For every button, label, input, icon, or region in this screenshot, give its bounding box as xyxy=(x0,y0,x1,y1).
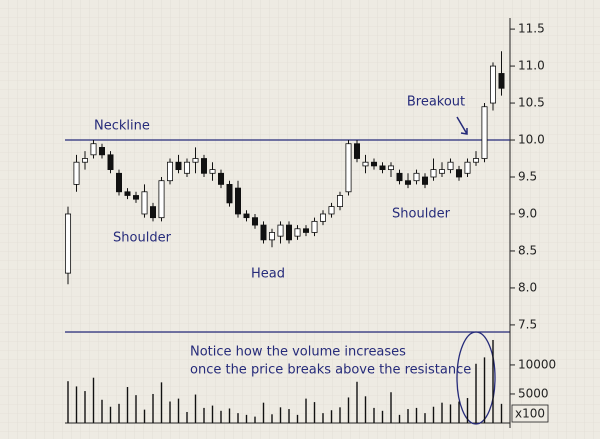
y-tick-label: 11.0 xyxy=(518,59,545,73)
volume-unit: x100 xyxy=(515,407,545,421)
candle-body xyxy=(336,195,343,207)
candle-body xyxy=(132,195,139,200)
candle-body xyxy=(175,161,182,171)
neckline-label: Neckline xyxy=(94,119,150,134)
candle-body xyxy=(234,187,241,215)
y-tick-label: 11.5 xyxy=(518,22,545,36)
y-tick-label: 8.0 xyxy=(518,280,537,294)
candle-body xyxy=(243,213,250,219)
candle-body xyxy=(149,206,156,219)
candle-body xyxy=(209,169,216,174)
annotation: Head xyxy=(251,267,285,282)
candle-body xyxy=(413,172,420,182)
y-tick-label: 9.0 xyxy=(518,206,537,220)
candle-body xyxy=(192,158,199,163)
candle-body xyxy=(277,224,284,237)
candle-body xyxy=(387,165,394,171)
candle-body xyxy=(107,154,114,171)
candle-body xyxy=(73,161,80,185)
candle-body xyxy=(370,161,377,167)
candle-body xyxy=(447,161,454,171)
candle-body xyxy=(311,220,318,233)
candle-body xyxy=(362,161,369,167)
candle-body xyxy=(124,191,131,196)
annotation: Shoulder xyxy=(113,231,172,246)
volume-tick-label: 5000 xyxy=(518,386,549,400)
candle-body xyxy=(353,143,360,159)
unit-box xyxy=(511,404,549,423)
y-tick-label: 7.5 xyxy=(518,317,537,331)
candle-body xyxy=(430,169,437,178)
note-line: once the price breaks above the resistan… xyxy=(190,363,471,378)
candle-body xyxy=(217,172,224,185)
candle-body xyxy=(82,158,89,163)
candle-body xyxy=(319,213,326,222)
candle-body xyxy=(285,224,292,241)
candle-body xyxy=(141,191,148,215)
note-line: Notice how the volume increases xyxy=(190,345,406,360)
candle-body xyxy=(302,228,309,233)
candle-body xyxy=(158,180,165,219)
candle-body xyxy=(328,206,335,215)
y-tick-label: 9.5 xyxy=(518,170,537,184)
candle-body xyxy=(396,172,403,182)
annotation: Breakout xyxy=(407,95,465,110)
candle-body xyxy=(166,161,173,182)
annotation: Shoulder xyxy=(392,207,451,222)
candle-body xyxy=(183,161,190,174)
candle-body xyxy=(379,165,386,171)
highlight-ellipse xyxy=(456,331,496,425)
candle-body xyxy=(481,106,488,159)
candle-body xyxy=(438,169,445,174)
candle-body xyxy=(455,169,462,178)
candle-body xyxy=(294,228,301,237)
candle-body xyxy=(116,172,123,193)
breakout-arrow xyxy=(456,116,468,135)
volume-tick-label: 10000 xyxy=(518,357,556,371)
candle-body xyxy=(464,161,471,174)
candle-body xyxy=(65,213,72,274)
y-tick-label: 10.5 xyxy=(518,96,545,110)
candle-body xyxy=(99,147,106,156)
y-tick-label: 8.5 xyxy=(518,243,537,257)
candle-body xyxy=(421,176,428,185)
candle-body xyxy=(251,217,258,226)
candle-body xyxy=(472,158,479,163)
candle-body xyxy=(268,232,275,241)
y-tick-label: 10.0 xyxy=(518,133,545,147)
candle-body xyxy=(200,158,207,174)
candle-body xyxy=(345,143,352,193)
candle-body xyxy=(489,65,496,104)
candle-body xyxy=(498,73,505,89)
candle-body xyxy=(404,180,411,185)
candle-body xyxy=(90,143,97,156)
candle-body xyxy=(226,183,233,204)
candle-body xyxy=(260,224,267,241)
